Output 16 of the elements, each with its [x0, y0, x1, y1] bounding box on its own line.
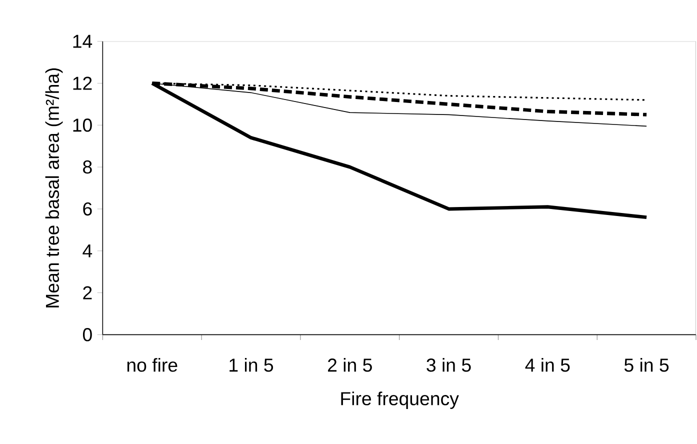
y-tick-label: 14: [73, 34, 92, 48]
y-tick-label: 4: [82, 244, 92, 258]
y-axis-title: Mean tree basal area (m²/ha): [45, 68, 63, 308]
x-tick-label: 4 in 5: [525, 358, 570, 372]
x-tick-label: 5 in 5: [624, 358, 669, 372]
y-tick-label: 8: [83, 160, 92, 174]
x-axis-title: Fire frequency: [341, 392, 459, 409]
y-tick-label: 2: [83, 286, 92, 300]
x-tick-label: 1 in 5: [230, 358, 274, 372]
x-tick-label: 3 in 5: [426, 358, 471, 372]
y-tick-label: 6: [83, 202, 92, 216]
x-tick-label: 2 in 5: [328, 358, 372, 372]
x-tick-label: no fire: [127, 358, 178, 372]
y-tick-label: 10: [73, 118, 92, 132]
y-tick-label: 12: [73, 76, 92, 90]
y-tick-label: 0: [82, 328, 92, 342]
